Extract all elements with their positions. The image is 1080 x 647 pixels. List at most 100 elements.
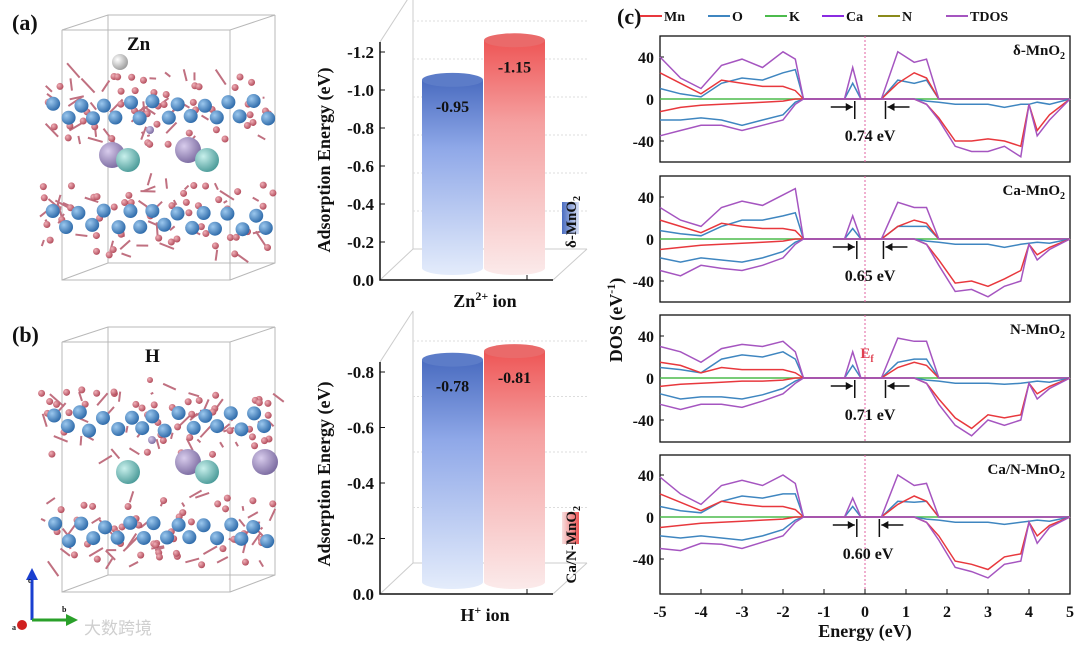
y-tick-label: -40: [633, 134, 654, 151]
manganese-atom: [96, 411, 110, 425]
bond: [46, 86, 52, 92]
subplot-title-main: Ca/N-MnO: [988, 462, 1061, 478]
oxygen-atom: [265, 412, 272, 419]
oxygen-atom: [132, 401, 139, 408]
y-tick-label: -0.8: [347, 119, 374, 138]
band-gap-marker: [831, 380, 910, 398]
oxygen-atom: [71, 551, 78, 558]
manganese-atom: [158, 424, 172, 438]
watermark: 大数跨境: [84, 619, 152, 638]
x-label-main: Zn: [453, 291, 475, 311]
oxygen-atom: [249, 433, 256, 440]
manganese-atom: [145, 204, 159, 218]
oxygen-atom: [231, 250, 238, 257]
oxygen-atom: [196, 83, 203, 90]
bond: [197, 439, 200, 442]
oxygen-atom: [94, 556, 101, 563]
oxygen-atom: [63, 389, 70, 396]
manganese-atom: [82, 424, 96, 438]
oxygen-atom: [46, 398, 53, 405]
manganese-atom: [162, 111, 176, 125]
y-tick-label: 40: [638, 468, 654, 485]
bond: [122, 253, 131, 256]
manganese-atom: [172, 406, 186, 420]
oxygen-atom: [198, 561, 205, 568]
manganese-atom: [171, 97, 185, 111]
manganese-atom: [137, 531, 151, 545]
bond: [130, 491, 134, 502]
oxygen-atom: [244, 122, 251, 129]
bar-value-label: -0.95: [436, 99, 469, 116]
bond: [220, 442, 223, 447]
y-axis-label: Adsorption Energy (eV): [314, 68, 335, 253]
bond: [148, 173, 152, 185]
band-gap-label: 0.71 eV: [845, 407, 896, 424]
manganese-atom: [208, 222, 222, 236]
bond: [248, 512, 258, 518]
manganese-atom: [123, 516, 137, 530]
y-tick-label: 40: [638, 190, 654, 207]
x-tick-label: -2: [776, 604, 789, 621]
oxygen-atom: [38, 390, 45, 397]
bond: [258, 135, 265, 139]
oxygen-atom: [163, 91, 170, 98]
oxygen-atom: [80, 118, 87, 125]
bond: [217, 557, 228, 563]
bond: [106, 550, 115, 559]
manganese-atom: [124, 95, 138, 109]
axis-a-label: a: [12, 623, 16, 632]
manganese-atom: [112, 220, 126, 234]
oxygen-atom: [215, 196, 222, 203]
oxygen-atom: [153, 121, 160, 128]
arrow-icon: [848, 521, 889, 529]
oxygen-atom: [65, 134, 72, 141]
oxygen-atom: [196, 397, 203, 404]
bond: [202, 116, 209, 120]
oxygen-atom: [152, 541, 159, 548]
oxygen-atom: [65, 409, 72, 416]
manganese-atom: [197, 518, 211, 532]
oxygen-atom: [183, 199, 190, 206]
bond: [220, 191, 234, 200]
mn-dos-up: [660, 494, 1070, 517]
oxygen-atom: [190, 99, 197, 106]
oxygen-atom: [78, 386, 85, 393]
bond: [157, 439, 160, 449]
subplot-title-sub: 2: [1060, 191, 1065, 202]
oxygen-atom: [237, 74, 244, 81]
oxygen-atom: [269, 190, 276, 197]
manganese-atom: [62, 111, 76, 125]
oxygen-atom: [144, 449, 151, 456]
oxygen-atom: [186, 130, 193, 137]
oxygen-atom: [114, 73, 121, 80]
legend-label: Ca: [846, 10, 863, 25]
manganese-atom: [249, 209, 263, 223]
y-tick-label: 40: [638, 329, 654, 346]
calcium-atom: [195, 148, 219, 172]
x-tick-label: 2: [943, 604, 951, 621]
manganese-atom: [197, 206, 211, 220]
manganese-atom: [224, 406, 238, 420]
oxygen-atom: [214, 500, 221, 507]
oxygen-atom: [168, 239, 175, 246]
oxygen-atom: [202, 230, 209, 237]
y-label-main: DOS (eV: [606, 294, 627, 363]
calcium-atom: [116, 148, 140, 172]
manganese-atom: [259, 221, 273, 235]
oxygen-atom: [260, 203, 267, 210]
subplot-title-main: Ca-MnO: [1003, 183, 1061, 199]
bond: [139, 201, 147, 207]
panel-label-a: (a): [12, 10, 38, 35]
manganese-atom: [170, 207, 184, 221]
bond: [46, 498, 54, 504]
oxygen-atom: [56, 83, 63, 90]
x-tick-label: -1: [817, 604, 830, 621]
x-label-sup: 2+: [475, 289, 488, 303]
manganese-atom: [210, 110, 224, 124]
manganese-atom: [46, 204, 60, 218]
y-tick-label: -0.2: [347, 530, 374, 549]
band-gap-label: 0.60 eV: [843, 546, 894, 563]
